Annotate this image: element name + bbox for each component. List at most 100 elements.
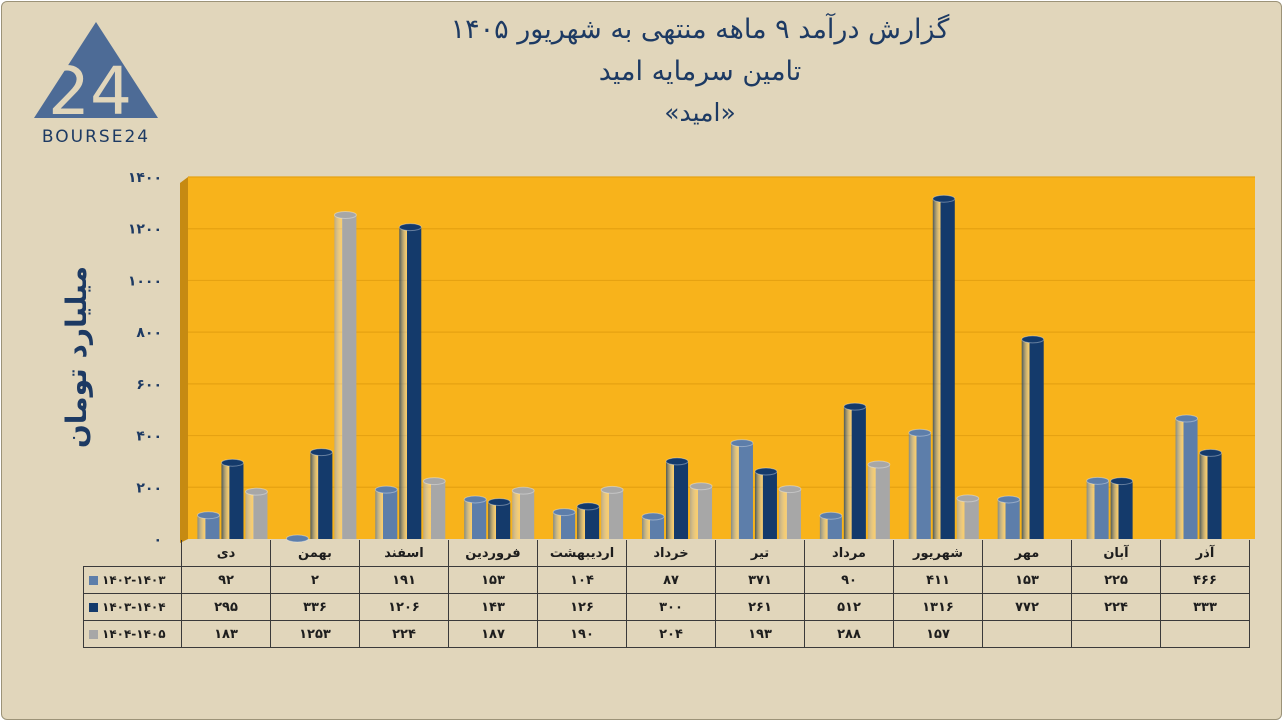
bar-cap-s0-c10	[1086, 476, 1110, 485]
data-label: ۲۶۱	[715, 593, 805, 621]
logo-triangle	[34, 22, 158, 118]
bar-s1-c5	[665, 457, 689, 539]
bar-cap-s2-c0	[244, 487, 268, 496]
bar-body-s1-c4	[577, 506, 600, 539]
data-label: ۱۵۳	[982, 566, 1072, 594]
category-label: بهمن	[270, 540, 360, 567]
bar-body-s0-c4	[553, 512, 576, 539]
bar-s0-c0	[196, 511, 220, 539]
bar-body-s1-c0	[221, 462, 244, 539]
bar-cap-s2-c3	[511, 486, 535, 495]
bar-s1-c8	[932, 194, 956, 539]
data-label: ۳۳۶	[270, 593, 360, 621]
bar-s1-c6	[754, 467, 778, 539]
data-label: ۱۸۳	[181, 620, 271, 648]
bar-cap-s1-c0	[220, 458, 244, 467]
bar-body-s2-c7	[867, 464, 890, 539]
bar-s1-c9	[1021, 335, 1045, 539]
data-label: ۱۲۵۳	[270, 620, 360, 648]
data-label: ۷۷۲	[982, 593, 1072, 621]
legend-label-0: ۱۴۰۲-۱۴۰۳	[102, 573, 166, 587]
logo-text: BOURSE24	[42, 127, 150, 147]
bar-cap-s1-c11	[1199, 448, 1223, 457]
bar-cap-s1-c8	[932, 194, 956, 203]
bar-body-s2-c3	[512, 490, 535, 539]
bar-body-s1-c7	[843, 406, 866, 539]
bar-cap-s2-c5	[689, 482, 713, 491]
series-row-2: ۱۴۰۴-۱۴۰۵ ۱۸۳ ۱۲۵۳ ۲۲۴ ۱۸۷ ۱۹۰ ۲۰۴ ۱۹۳ ۲۸۸ ۱۵۷	[83, 620, 1250, 648]
bar-s0-c3	[463, 495, 487, 539]
bar-s1-c7	[843, 402, 867, 539]
data-label: ۱۲۰۶	[359, 593, 449, 621]
bar-body-s0-c6	[730, 443, 753, 539]
bar-body-s0-c0	[197, 515, 220, 539]
bar-body-s2-c1	[334, 215, 357, 539]
data-label	[1160, 620, 1250, 648]
bar-s0-c9	[997, 495, 1021, 539]
bar-s2-c6	[778, 485, 802, 539]
data-label: ۲۰۴	[626, 620, 716, 648]
bar-s1-c1	[309, 448, 333, 539]
bar-body-s0-c8	[908, 432, 931, 539]
category-label: مهر	[982, 540, 1072, 567]
logo-mark: 24	[48, 53, 132, 130]
category-label: مرداد	[804, 540, 894, 567]
bar-body-s0-c9	[997, 499, 1020, 539]
bar-cap-s0-c9	[997, 495, 1021, 504]
bar-s0-c2	[374, 485, 398, 539]
bar-cap-s0-c3	[463, 495, 487, 504]
chart-subtitle-symbol: «امید»	[664, 98, 736, 127]
y-tick-label: ۱۴۰۰	[128, 170, 162, 186]
bar-s2-c2	[422, 477, 446, 539]
bar-s0-c4	[552, 508, 576, 539]
bar-body-s0-c10	[1086, 480, 1109, 539]
bar-body-s0-c2	[375, 489, 398, 539]
category-row: دی بهمن اسفند فروردین اردیبهشت خرداد تیر مرداد ش…	[84, 540, 1250, 567]
bar-body-s1-c6	[754, 471, 777, 539]
legend-entry-1: ۱۴۰۳-۱۴۰۴	[83, 593, 182, 621]
bar-cap-s0-c7	[819, 511, 843, 520]
category-label: خرداد	[626, 540, 716, 567]
y-tick-label: ۸۰۰	[136, 325, 162, 341]
bar-s0-c5	[641, 512, 665, 539]
bar-cap-s1-c3	[487, 498, 511, 507]
bar-s2-c1	[333, 211, 357, 539]
bar-s2-c3	[511, 486, 535, 539]
category-label: اسفند	[359, 540, 449, 567]
y-tick-label: ۶۰۰	[136, 377, 162, 393]
data-label: ۱۴۳	[448, 593, 538, 621]
chart-subtitle: تامین سرمایه امید	[598, 56, 802, 87]
bar-s1-c2	[398, 223, 422, 540]
y-tick-label: ۴۰۰	[136, 429, 162, 445]
bar-s0-c6	[730, 439, 754, 539]
bar-body-s2-c8	[956, 498, 979, 539]
data-label: ۱۹۳	[715, 620, 805, 648]
data-label	[982, 620, 1072, 648]
bar-body-s2-c6	[778, 489, 801, 539]
data-label: ۴۱۱	[893, 566, 983, 594]
data-label: ۱۲۶	[537, 593, 627, 621]
bar-s1-c0	[220, 458, 244, 539]
bar-cap-s2-c6	[778, 485, 802, 494]
bar-body-s1-c5	[666, 461, 689, 539]
bar-cap-s1-c1	[309, 448, 333, 457]
data-label: ۳۷۱	[715, 566, 805, 594]
bar-body-s0-c7	[819, 515, 842, 539]
chart-title: گزارش درآمد ۹ ماهه منتهی به شهریور ۱۴۰۵	[450, 14, 950, 45]
bar-body-s2-c5	[690, 486, 713, 539]
bar-cap-s1-c2	[398, 223, 422, 232]
data-label: ۴۶۶	[1160, 566, 1250, 594]
data-label: ۱۵۷	[893, 620, 983, 648]
bourse24-logo: 24 BOURSE24	[34, 22, 158, 147]
data-label: ۹۰	[804, 566, 894, 594]
bar-body-s1-c11	[1199, 452, 1222, 539]
bar-body-s1-c1	[310, 452, 333, 539]
y-tick-label: ۱۲۰۰	[128, 222, 162, 238]
bar-body-s0-c5	[642, 516, 665, 539]
data-label	[1071, 620, 1161, 648]
bar-body-s1-c8	[932, 198, 955, 539]
bar-s0-c7	[819, 511, 843, 539]
bar-s1-c3	[487, 498, 511, 539]
data-label: ۹۲	[181, 566, 271, 594]
